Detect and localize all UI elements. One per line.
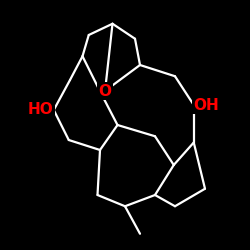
Text: OH: OH (194, 98, 220, 112)
Text: HO: HO (28, 102, 54, 118)
Text: O: O (98, 84, 112, 99)
